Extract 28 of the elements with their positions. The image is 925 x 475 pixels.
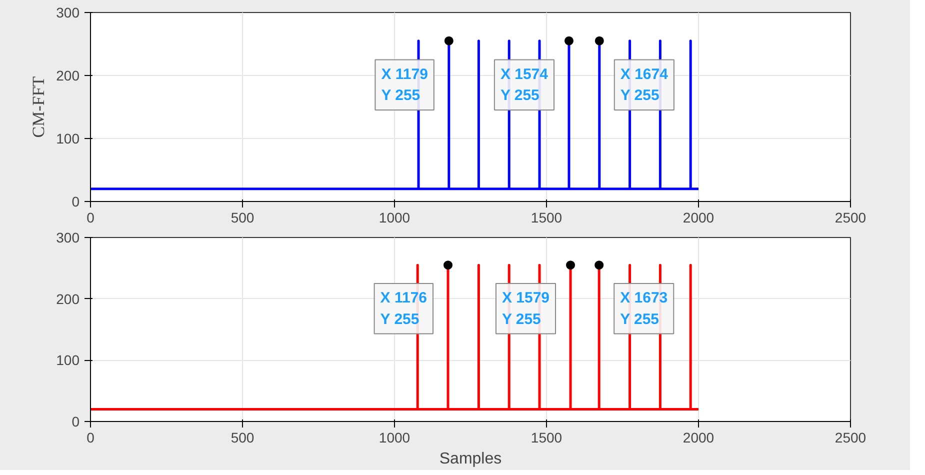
annotation: X 1673 Y 255 [620, 290, 668, 328]
x-tick-label: 2500 [834, 430, 866, 446]
y-tick-label: 100 [56, 130, 80, 146]
y-tick-label: 300 [56, 4, 80, 20]
y-tick-label: 300 [56, 230, 80, 246]
y-tick-label: 200 [56, 68, 80, 84]
x-tick-label: 1000 [378, 430, 410, 446]
y-axis-title: CM-FFT [29, 76, 48, 138]
y-tick-label: 0 [72, 194, 80, 210]
x-axis-title: Samples [439, 450, 502, 468]
y-tick-label: 100 [56, 352, 80, 368]
x-tick-label: 1000 [378, 210, 410, 226]
annotation: X 1574 Y 255 [500, 66, 549, 104]
x-tick-label: 500 [230, 210, 254, 226]
annotation: X 1579 Y 255 [502, 290, 550, 328]
x-tick-label: 0 [86, 430, 95, 446]
x-tick-label: 0 [86, 210, 95, 226]
annotation: X 1179 Y 255 [381, 66, 428, 104]
x-tick-label: 2000 [682, 210, 714, 226]
y-tick-label: 0 [72, 414, 80, 430]
x-tick-label: 2500 [834, 210, 866, 226]
y-tick-label: 200 [56, 290, 80, 307]
x-tick-label: 1500 [530, 210, 562, 226]
annotation: X 1674 Y 255 [620, 66, 669, 104]
x-tick-label: 500 [230, 430, 254, 446]
x-tick-label: 1500 [530, 430, 562, 446]
x-tick-label: 2000 [682, 430, 714, 446]
annotation: X 1176 Y 255 [380, 290, 428, 328]
